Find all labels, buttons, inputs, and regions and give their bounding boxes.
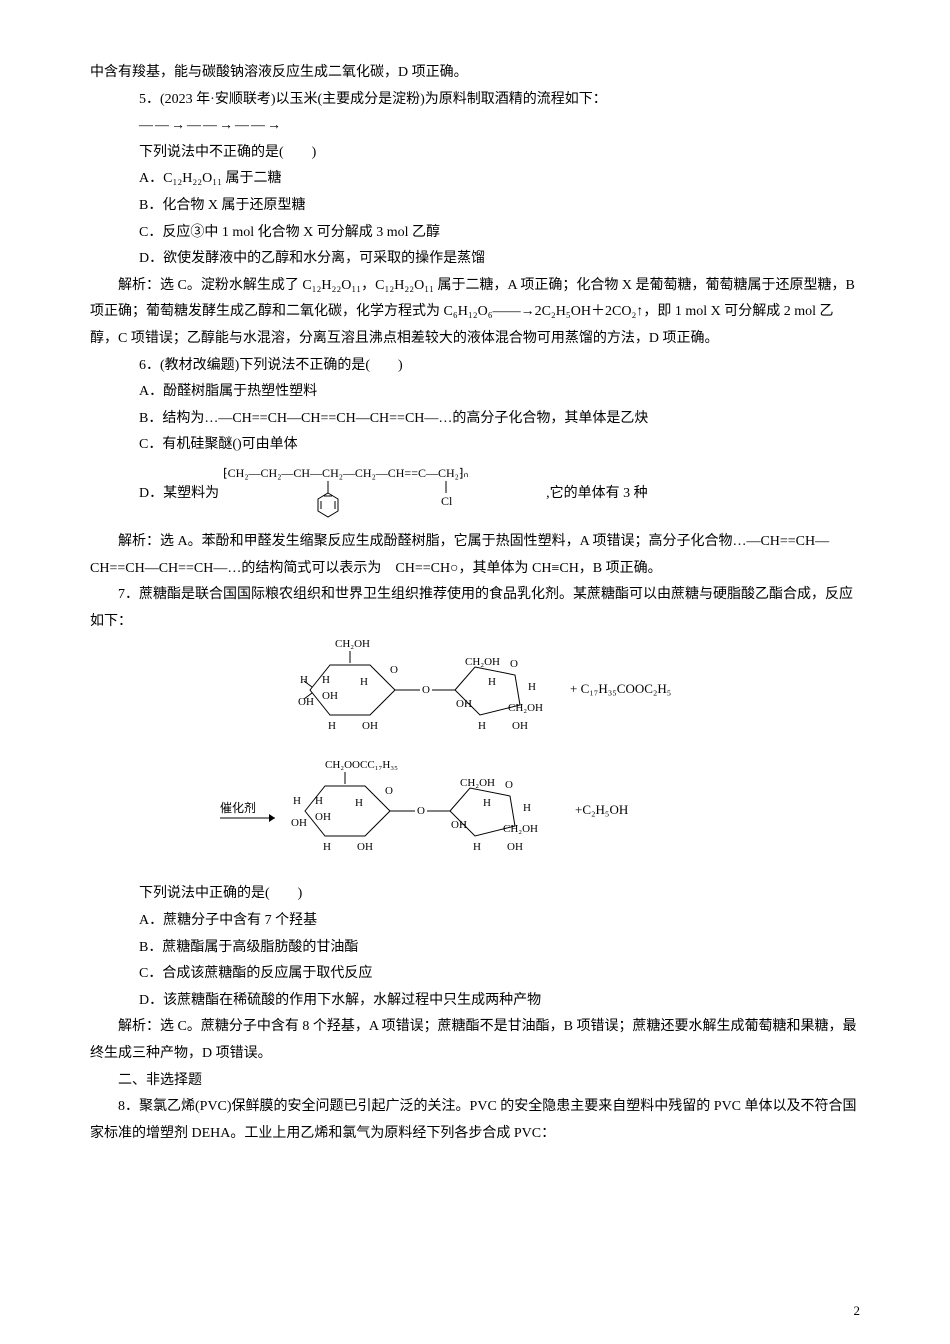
q6-option-b: B．结构为…—CH==CH—CH==CH—CH==CH—…的高分子化合物，其单体…: [90, 406, 860, 433]
q5-option-a: A．C₁₂H₂₂O₁₁ 属于二糖: [90, 166, 860, 193]
section-2-heading: 二、非选择题: [90, 1068, 860, 1095]
q6-head: 6．(教材改编题)下列说法不正确的是( ): [90, 353, 860, 380]
q5-flow-arrows: ——→——→——→: [139, 113, 860, 140]
q5-answer: 解析：选 C。淀粉水解生成了 C₁₂H₂₂O₁₁，C₁₂H₂₂O₁₁ 属于二糖，…: [90, 273, 860, 353]
svg-text:O: O: [385, 785, 393, 797]
svg-text:CH₂OOCC₁₇H₃₅: CH₂OOCC₁₇H₃₅: [325, 759, 398, 771]
q6-option-a: A．酚醛树脂属于热塑性塑料: [90, 379, 860, 406]
svg-text:H: H: [355, 797, 363, 809]
svg-text:CH₂OH: CH₂OH: [508, 702, 543, 714]
q7-option-b: B．蔗糖酯属于高级脂肪酸的甘油酯: [90, 935, 860, 962]
svg-text:OH: OH: [507, 841, 523, 853]
svg-text:催化剂: 催化剂: [220, 800, 256, 815]
svg-text:CH₂OH: CH₂OH: [460, 777, 495, 789]
q7-answer: 解析：选 C。蔗糖分子中含有 8 个羟基，A 项错误；蔗糖酯不是甘油酯，B 项错…: [90, 1014, 860, 1067]
svg-text:O: O: [390, 664, 398, 676]
svg-text:OH: OH: [512, 720, 528, 732]
q7-option-c: C．合成该蔗糖酯的反应属于取代反应: [90, 961, 860, 988]
svg-text:CH₂OH: CH₂OH: [465, 656, 500, 668]
svg-text:+C₂H₅OH: +C₂H₅OH: [575, 802, 628, 817]
svg-text:O: O: [417, 805, 425, 817]
svg-text:OH: OH: [315, 811, 331, 823]
q6d-prefix: D．某塑料为: [139, 486, 219, 501]
q5-option-d: D．欲使发酵液中的乙醇和水分离，可采取的操作是蒸馏: [90, 246, 860, 273]
svg-text:H: H: [323, 841, 331, 853]
q5-head: 5．(2023 年·安顺联考)以玉米(主要成分是淀粉)为原料制取酒精的流程如下：: [90, 87, 860, 114]
sucrose-reaction-figure-2: 催化剂 CH₂OOCC₁₇H₃₅ O H OH H OH H H OH O CH…: [90, 756, 860, 882]
q8-head: 8．聚氯乙烯(PVC)保鲜膜的安全问题已引起广泛的关注。PVC 的安全隐患主要来…: [90, 1094, 860, 1147]
sucrose-reaction-figure-1: CH₂OH O H OH H OH H H OH O CH₂OH O OH H …: [90, 635, 860, 756]
q5-stem: 下列说法中不正确的是( ): [90, 140, 860, 167]
q7-option-a: A．蔗糖分子中含有 7 个羟基: [90, 908, 860, 935]
q7-head: 7．蔗糖酯是联合国国际粮农组织和世界卫生组织推荐使用的食品乳化剂。某蔗糖酯可以由…: [90, 582, 860, 635]
svg-text:H: H: [322, 674, 330, 686]
svg-text:⁅CH₂—CH₂—CH—CH₂—CH₂—CH==C—CH₂⁆: ⁅CH₂—CH₂—CH—CH₂—CH₂—CH==C—CH₂⁆ₙ: [223, 466, 469, 480]
q7-stem: 下列说法中正确的是( ): [90, 881, 860, 908]
svg-text:H: H: [523, 802, 531, 814]
q6-answer: 解析：选 A。苯酚和甲醛发生缩聚反应生成酚醛树脂，它属于热固性塑料，A 项错误；…: [90, 529, 860, 582]
svg-text:O: O: [510, 658, 518, 670]
q5-option-c: C．反应③中 1 mol 化合物 X 可分解成 3 mol 乙醇: [90, 220, 860, 247]
svg-text:CH₂OH: CH₂OH: [335, 638, 370, 650]
q5-option-b: B．化合物 X 属于还原型糖: [90, 193, 860, 220]
para-continued: 中含有羧基，能与碳酸钠溶液反应生成二氧化碳，D 项正确。: [90, 60, 860, 87]
page-number: 2: [854, 1299, 861, 1324]
svg-text:H: H: [328, 720, 336, 732]
svg-text:H: H: [473, 841, 481, 853]
svg-text:OH: OH: [291, 817, 307, 829]
svg-text:H: H: [483, 797, 491, 809]
svg-text:+ C₁₇H₃₅COOC₂H₅: + C₁₇H₃₅COOC₂H₅: [570, 681, 671, 696]
svg-text:OH: OH: [456, 698, 472, 710]
svg-text:OH: OH: [357, 841, 373, 853]
svg-text:O: O: [422, 684, 430, 696]
q6-option-d: D．某塑料为 ⁅CH₂—CH₂—CH—CH₂—CH₂—CH==C—CH₂⁆ₙ C…: [90, 459, 860, 529]
svg-text:H: H: [528, 681, 536, 693]
svg-text:O: O: [505, 779, 513, 791]
svg-text:H: H: [300, 674, 308, 686]
svg-text:OH: OH: [362, 720, 378, 732]
svg-text:OH: OH: [451, 819, 467, 831]
svg-text:OH: OH: [322, 690, 338, 702]
q7-option-d: D．该蔗糖酯在稀硫酸的作用下水解，水解过程中只生成两种产物: [90, 988, 860, 1015]
svg-text:Cl: Cl: [441, 494, 453, 508]
svg-text:H: H: [315, 795, 323, 807]
plastic-formula-icon: ⁅CH₂—CH₂—CH—CH₂—CH₂—CH==C—CH₂⁆ₙ Cl: [223, 459, 543, 529]
svg-text:CH₂OH: CH₂OH: [503, 823, 538, 835]
svg-text:H: H: [488, 676, 496, 688]
svg-text:H: H: [360, 676, 368, 688]
q6d-tail: ,它的单体有 3 种: [546, 486, 648, 501]
svg-text:H: H: [293, 795, 301, 807]
q6-option-c: C．有机硅聚醚()可由单体: [90, 432, 860, 459]
svg-text:H: H: [478, 720, 486, 732]
